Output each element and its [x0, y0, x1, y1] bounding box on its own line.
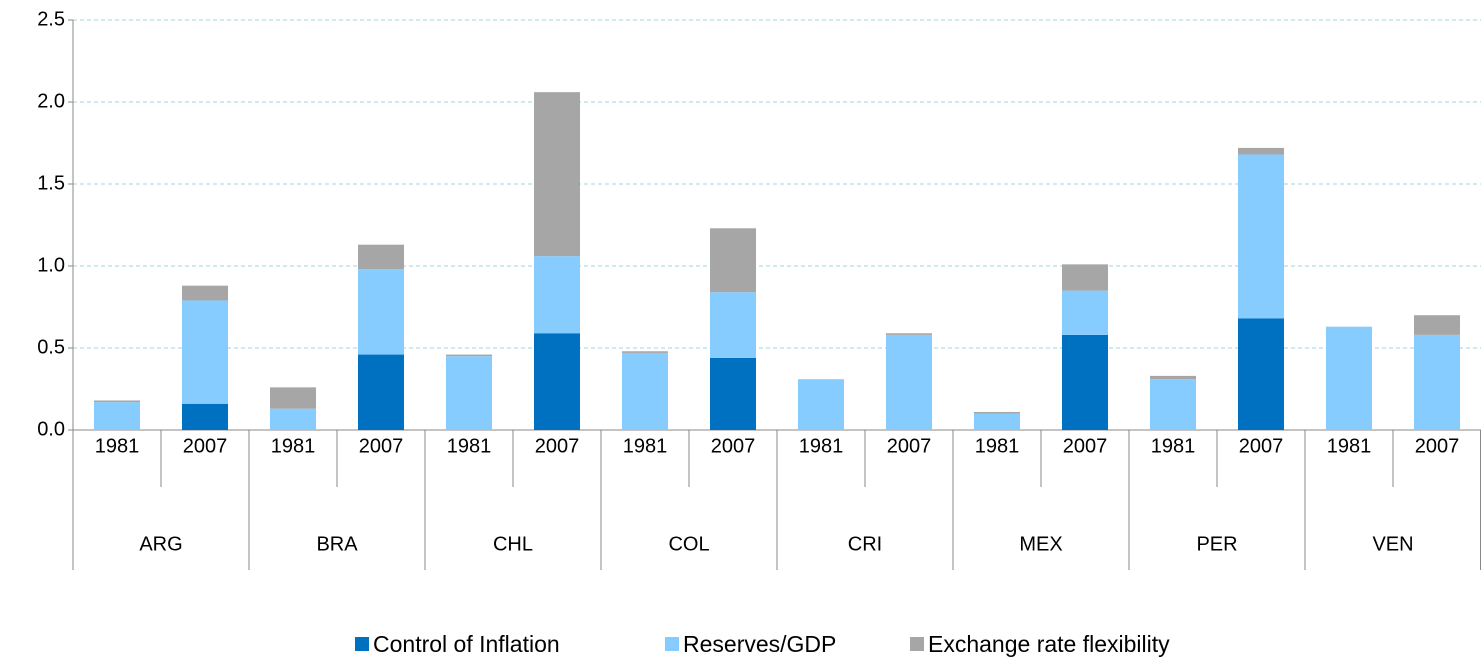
bar-segment [534, 256, 580, 334]
bar-segment [182, 300, 228, 404]
bar-segment [1238, 147, 1284, 155]
bar-segment [182, 285, 228, 301]
group-label: VEN [1372, 533, 1413, 555]
legend-text: Reserves/GDP [683, 631, 836, 657]
bar-segment [886, 333, 932, 335]
bar-segment [1062, 290, 1108, 335]
y-tick-label: 1.5 [37, 172, 65, 194]
group-label: CRI [848, 533, 882, 555]
bar-segment [534, 92, 580, 257]
x-tick-label: 2007 [887, 435, 932, 457]
bar-segment [1414, 334, 1460, 430]
bar-segment [1238, 318, 1284, 430]
x-tick-label: 1981 [1327, 435, 1372, 457]
bar-segment [710, 228, 756, 293]
group-label: MEX [1019, 533, 1062, 555]
group-label: PER [1196, 533, 1237, 555]
bar-segment [1150, 375, 1196, 380]
legend-swatch [910, 637, 924, 651]
legend-swatch [665, 637, 679, 651]
x-tick-label: 1981 [271, 435, 316, 457]
bar-segment [94, 400, 140, 403]
legend-text: Control of Inflation [373, 631, 560, 657]
bar-segment [270, 387, 316, 409]
x-tick-label: 2007 [535, 435, 580, 457]
bar-segment [358, 244, 404, 270]
x-tick-label: 1981 [799, 435, 844, 457]
x-tick-label: 1981 [1151, 435, 1196, 457]
bar-segment [974, 411, 1020, 414]
bar-segment [1062, 334, 1108, 430]
legend-swatch [355, 637, 369, 651]
group-label: BRA [316, 533, 358, 555]
y-tick-label: 0.5 [37, 336, 65, 358]
bar-segment [1326, 326, 1372, 430]
bar-segment [534, 333, 580, 430]
bar-segment [94, 402, 140, 430]
group-label: ARG [139, 533, 182, 555]
x-tick-label: 2007 [359, 435, 404, 457]
bar-segment [1150, 379, 1196, 430]
y-tick-label: 0.0 [37, 418, 65, 440]
y-tick-label: 1.0 [37, 254, 65, 276]
x-tick-label: 1981 [623, 435, 668, 457]
y-tick-label: 2.5 [37, 8, 65, 30]
group-label: CHL [493, 533, 533, 555]
legend-text: Exchange rate flexibility [928, 631, 1170, 657]
bar-segment [358, 354, 404, 430]
x-tick-label: 2007 [1063, 435, 1108, 457]
y-tick-label: 2.0 [37, 90, 65, 112]
bar-segment [974, 413, 1020, 430]
bar-segment [1062, 264, 1108, 291]
bar-segment [798, 379, 844, 430]
bar-segment [358, 269, 404, 355]
x-tick-label: 2007 [1239, 435, 1284, 457]
bar-segment [270, 408, 316, 430]
x-tick-label: 1981 [447, 435, 492, 457]
bar-segment [446, 356, 492, 430]
bar-segment [710, 357, 756, 430]
x-tick-label: 2007 [711, 435, 756, 457]
bar-segment [1414, 315, 1460, 335]
x-tick-label: 2007 [183, 435, 228, 457]
bar-segment [622, 351, 668, 353]
bar-segment [622, 352, 668, 430]
x-tick-label: 2007 [1415, 435, 1460, 457]
bar-segment [886, 334, 932, 430]
x-tick-label: 1981 [95, 435, 140, 457]
x-tick-label: 1981 [975, 435, 1020, 457]
bar-segment [182, 403, 228, 430]
bar-segment [710, 292, 756, 358]
bar-segment [1238, 154, 1284, 319]
bar-segment [446, 354, 492, 357]
group-label: COL [668, 533, 709, 555]
